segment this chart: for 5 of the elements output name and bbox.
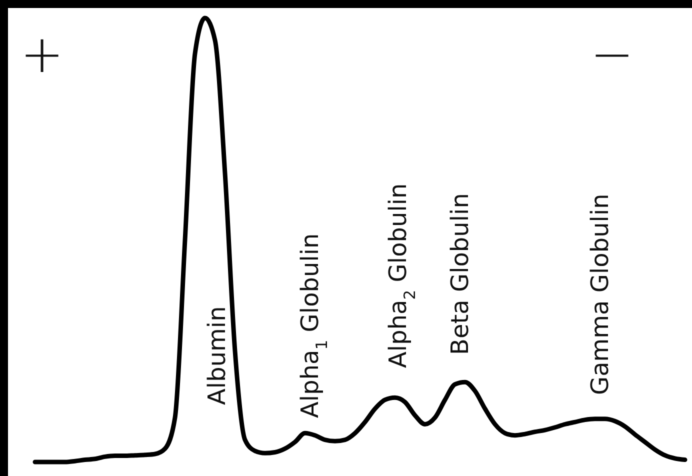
annotation: − bbox=[590, 25, 634, 85]
annotation: Beta Globulin bbox=[446, 193, 474, 355]
annotation: Gamma Globulin bbox=[586, 194, 614, 395]
annotation: + bbox=[20, 25, 64, 85]
annotation: Albumin bbox=[203, 306, 231, 405]
